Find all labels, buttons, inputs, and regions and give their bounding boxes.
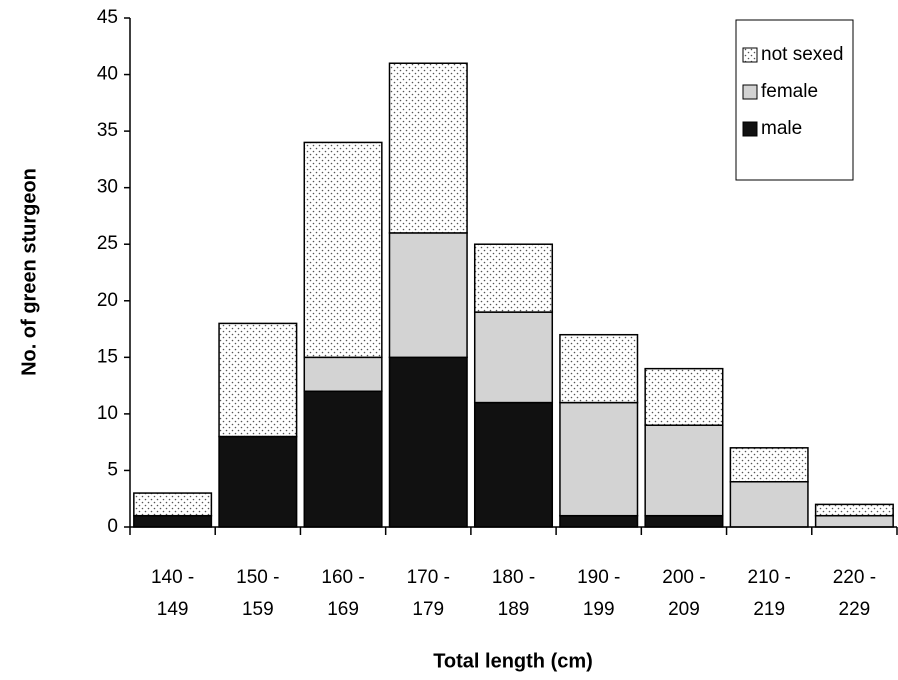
- y-tick-label: 45: [97, 7, 118, 28]
- y-tick-label: 20: [97, 290, 118, 311]
- bar-segment: [473, 401, 554, 528]
- x-tick-label: 200 -209: [662, 567, 705, 620]
- x-tick-label: 210 -219: [748, 567, 791, 620]
- y-tick-label: 15: [97, 346, 118, 367]
- bar-segment: [644, 367, 724, 426]
- bar-segment: [559, 333, 639, 404]
- x-tick-label: 190 -199: [577, 567, 620, 620]
- x-tick-label: 140 -149: [151, 567, 194, 620]
- legend-swatch: [742, 121, 758, 137]
- y-tick-label: 35: [97, 120, 118, 141]
- bar-segment: [388, 62, 468, 234]
- x-tick-label: 170 -179: [407, 567, 450, 620]
- legend-swatch: [742, 47, 758, 63]
- bar-segment: [133, 492, 213, 517]
- bar-segment: [644, 514, 724, 528]
- y-tick-label: 0: [107, 516, 118, 537]
- bar-segment: [218, 435, 298, 528]
- y-tick-label: 10: [97, 403, 118, 424]
- bar-segment: [559, 401, 639, 517]
- bar-segment: [303, 390, 383, 528]
- legend-label: not sexed: [761, 44, 843, 65]
- x-axis-title: Total length (cm): [433, 650, 593, 672]
- bar-segment: [303, 356, 383, 393]
- y-tick-label: 25: [97, 233, 118, 254]
- y-tick-label: 40: [97, 64, 118, 85]
- bar-segment: [388, 356, 468, 528]
- bar-segment: [473, 311, 554, 404]
- x-tick-label: 180 -189: [492, 567, 535, 620]
- legend-swatch: [742, 84, 758, 100]
- bar-segment: [814, 514, 894, 528]
- bar-segment: [729, 447, 809, 483]
- bar-segment: [814, 503, 894, 517]
- bar-segment: [133, 514, 213, 528]
- x-tick-label: 220 -229: [833, 567, 876, 620]
- legend-box: [735, 19, 854, 181]
- x-tick-label: 150 -159: [236, 567, 279, 620]
- bar-segment: [218, 322, 298, 438]
- bar-segment: [303, 141, 383, 359]
- y-tick-label: 30: [97, 177, 118, 198]
- y-axis-title: No. of green sturgeon: [18, 168, 40, 376]
- bar-segment: [388, 232, 468, 359]
- bar-segment: [473, 243, 554, 313]
- bar-segment: [644, 424, 724, 517]
- y-tick-label: 5: [107, 459, 118, 480]
- legend-label: male: [761, 118, 802, 139]
- bar-segment: [559, 514, 639, 528]
- x-tick-label: 160 -169: [321, 567, 364, 620]
- bar-segment: [729, 481, 809, 528]
- legend-label: female: [761, 81, 818, 102]
